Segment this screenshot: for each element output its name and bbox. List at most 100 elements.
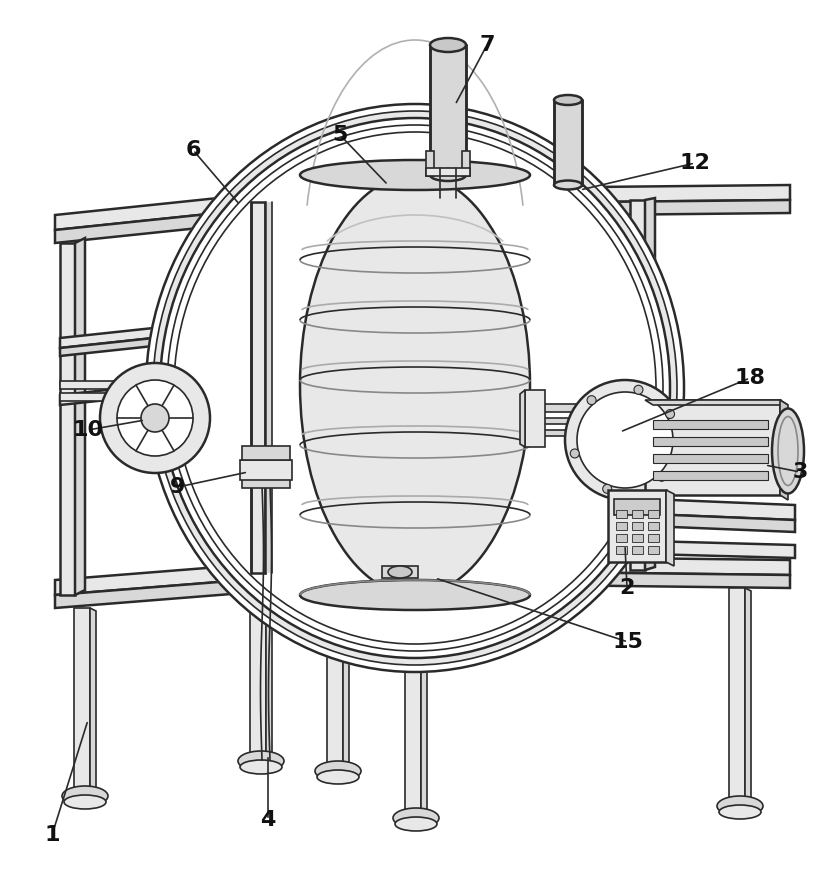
Polygon shape (266, 573, 272, 758)
Ellipse shape (717, 796, 763, 816)
Bar (648, 510, 659, 518)
Polygon shape (520, 390, 525, 447)
Ellipse shape (577, 392, 673, 488)
Text: 10: 10 (73, 420, 103, 440)
Polygon shape (405, 583, 421, 812)
Bar (426, 168, 470, 176)
Text: 1: 1 (45, 825, 59, 845)
Polygon shape (55, 190, 295, 230)
Bar (240, 460, 292, 480)
Polygon shape (295, 185, 790, 205)
Bar (554, 100, 582, 185)
Polygon shape (610, 540, 795, 558)
Polygon shape (310, 456, 540, 463)
Polygon shape (60, 381, 248, 389)
Ellipse shape (395, 817, 437, 831)
Bar (632, 534, 643, 542)
Ellipse shape (315, 761, 361, 781)
Text: 9: 9 (170, 477, 186, 497)
Polygon shape (90, 608, 96, 793)
Bar (462, 151, 470, 176)
Polygon shape (525, 390, 545, 447)
Ellipse shape (554, 181, 582, 190)
Polygon shape (745, 588, 751, 803)
Polygon shape (666, 490, 674, 566)
Ellipse shape (117, 380, 193, 456)
Polygon shape (327, 575, 343, 765)
Bar (645, 400, 780, 495)
Ellipse shape (100, 363, 210, 473)
Bar (648, 522, 659, 530)
Ellipse shape (657, 472, 667, 481)
Bar (648, 534, 659, 542)
Bar (242, 446, 290, 460)
Bar (616, 534, 627, 542)
Ellipse shape (300, 160, 530, 190)
Polygon shape (60, 375, 247, 405)
Bar (632, 522, 643, 530)
Polygon shape (645, 198, 655, 570)
Ellipse shape (666, 410, 675, 419)
Polygon shape (55, 570, 370, 608)
Ellipse shape (634, 385, 643, 395)
Text: 2: 2 (620, 578, 634, 598)
Polygon shape (623, 498, 795, 520)
Polygon shape (370, 555, 790, 575)
Polygon shape (623, 513, 795, 532)
Bar (653, 454, 768, 463)
Polygon shape (421, 583, 427, 815)
Polygon shape (60, 318, 247, 348)
Ellipse shape (64, 795, 106, 809)
Bar (242, 474, 290, 488)
Bar (632, 546, 643, 554)
Ellipse shape (388, 566, 412, 578)
Bar (251, 202, 265, 573)
Polygon shape (343, 575, 349, 768)
Polygon shape (74, 608, 90, 790)
Ellipse shape (570, 449, 579, 458)
Polygon shape (55, 555, 370, 595)
Bar (616, 546, 627, 554)
Polygon shape (75, 238, 85, 595)
Bar (653, 471, 768, 480)
Bar (616, 522, 627, 530)
Ellipse shape (587, 396, 596, 405)
Polygon shape (645, 400, 788, 405)
Text: 4: 4 (260, 810, 276, 830)
Polygon shape (780, 400, 788, 500)
Polygon shape (60, 393, 248, 401)
Polygon shape (55, 205, 295, 243)
Ellipse shape (145, 103, 685, 673)
Ellipse shape (238, 751, 284, 771)
Polygon shape (262, 200, 272, 570)
Ellipse shape (772, 408, 804, 494)
Ellipse shape (160, 118, 670, 658)
Text: 3: 3 (792, 462, 808, 482)
Ellipse shape (430, 169, 466, 181)
Bar (265, 202, 272, 573)
Polygon shape (247, 205, 262, 570)
Ellipse shape (554, 95, 582, 105)
Bar (614, 499, 660, 515)
Ellipse shape (141, 404, 169, 432)
Ellipse shape (393, 808, 439, 828)
Polygon shape (530, 418, 635, 424)
Polygon shape (530, 430, 635, 436)
Polygon shape (310, 466, 540, 473)
Ellipse shape (300, 580, 530, 610)
Bar (426, 151, 434, 176)
Polygon shape (60, 243, 75, 595)
Bar (430, 45, 466, 175)
Bar (653, 420, 768, 429)
Ellipse shape (62, 786, 108, 806)
Text: 6: 6 (185, 140, 201, 160)
Bar (648, 546, 659, 554)
Ellipse shape (317, 770, 359, 784)
Bar (382, 566, 418, 578)
Ellipse shape (240, 760, 282, 774)
Bar (653, 437, 768, 446)
Bar (632, 510, 643, 518)
Polygon shape (370, 570, 790, 588)
Text: 12: 12 (680, 153, 710, 173)
Text: 18: 18 (734, 368, 766, 388)
